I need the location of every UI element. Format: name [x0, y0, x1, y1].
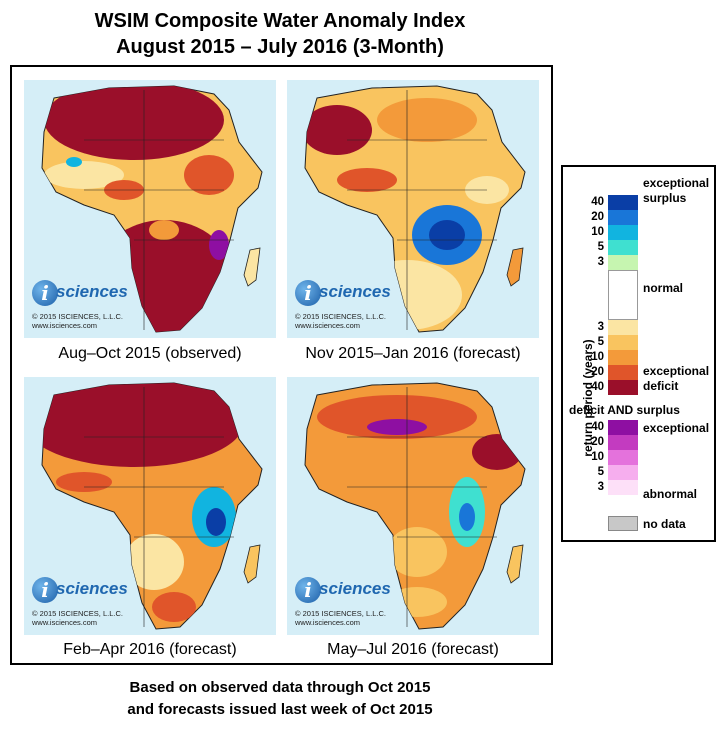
copyright-notice: © 2015 ISCIENCES, L.L.C. www.isciences.co… [295, 312, 386, 330]
surplus-tick: 40 [591, 196, 604, 208]
both-swatch [608, 420, 638, 435]
copyright-notice: © 2015 ISCIENCES, L.L.C. www.isciences.co… [32, 609, 123, 627]
legend-deficit-label: exceptional [643, 364, 710, 378]
map-panel-may-jul: i sciences © 2015 ISCIENCES, L.L.C. www.i… [287, 377, 539, 635]
panel-caption-4: May–Jul 2016 (forecast) [327, 641, 499, 658]
africa-map-1 [41, 85, 263, 333]
both-tick: 40 [591, 421, 604, 433]
legend-surplus-label-2: surplus [643, 191, 687, 205]
both-swatch [608, 480, 638, 495]
surplus-tick: 20 [591, 211, 604, 223]
deficit-tick: 3 [597, 321, 604, 333]
map-title: WSIM Composite Water Anomaly Index [94, 10, 466, 32]
both-swatch [608, 435, 638, 450]
surplus-swatch [608, 225, 638, 240]
surplus-tick: 10 [591, 226, 604, 238]
footer-note-2: and forecasts issued last week of Oct 20… [127, 701, 433, 718]
surplus-swatch [608, 240, 638, 255]
deficit-swatch [608, 380, 638, 395]
deficit-swatch [608, 320, 638, 335]
legend-normal-label: normal [643, 281, 684, 295]
deficit-swatch [608, 335, 638, 350]
surplus-tick: 3 [597, 256, 604, 268]
legend-both-title: deficit AND surplus [569, 403, 680, 417]
copyright-notice: © 2015 ISCIENCES, L.L.C. www.isciences.co… [32, 312, 123, 330]
surplus-swatch [608, 210, 638, 225]
deficit-tick: 5 [597, 336, 604, 348]
surplus-tick: 5 [597, 241, 604, 253]
map-panel-feb-apr: i sciences © 2015 ISCIENCES, L.L.C. www.i… [24, 377, 276, 635]
both-swatch [608, 450, 638, 465]
legend-both-top-label: exceptional [643, 421, 710, 435]
map-panel-aug-oct-2015: i sciences © 2015 ISCIENCES, L.L.C. www.i… [24, 80, 276, 338]
africa-map-2 [304, 85, 526, 333]
surplus-swatch [608, 195, 638, 210]
africa-map-4 [304, 382, 526, 630]
panel-caption-1: Aug–Oct 2015 (observed) [58, 345, 242, 362]
both-tick: 3 [597, 481, 604, 493]
footer-note-1: Based on observed data through Oct 2015 [129, 679, 431, 696]
deficit-tick: 40 [591, 381, 604, 393]
map-subtitle: August 2015 – July 2016 (3-Month) [116, 36, 444, 58]
both-swatch [608, 465, 638, 480]
legend-both-bottom-label: abnormal [643, 487, 698, 501]
both-tick: 5 [597, 466, 604, 478]
normal-swatch [608, 270, 638, 320]
africa-map-3 [41, 382, 263, 630]
map-panel-nov-jan: i sciences © 2015 ISCIENCES, L.L.C. www.i… [287, 80, 539, 338]
copyright-notice: © 2015 ISCIENCES, L.L.C. www.isciences.co… [295, 609, 386, 627]
deficit-tick: 10 [591, 351, 604, 363]
deficit-swatch [608, 365, 638, 380]
legend-deficit-label-2: deficit [643, 379, 679, 393]
maps-frame: i sciences © 2015 ISCIENCES, L.L.C. www.i… [10, 65, 553, 665]
panel-caption-2: Nov 2015–Jan 2016 (forecast) [305, 345, 521, 362]
deficit-tick: 20 [591, 366, 604, 378]
panel-caption-3: Feb–Apr 2016 (forecast) [63, 641, 237, 658]
legend-nodata-label: no data [643, 517, 686, 531]
legend-surplus-label: exceptional [643, 176, 710, 190]
legend: return period (years) exceptional surplu… [561, 165, 716, 542]
surplus-swatch [608, 255, 638, 270]
both-tick: 10 [591, 451, 604, 463]
nodata-swatch [608, 516, 638, 531]
deficit-swatch [608, 350, 638, 365]
both-tick: 20 [591, 436, 604, 448]
